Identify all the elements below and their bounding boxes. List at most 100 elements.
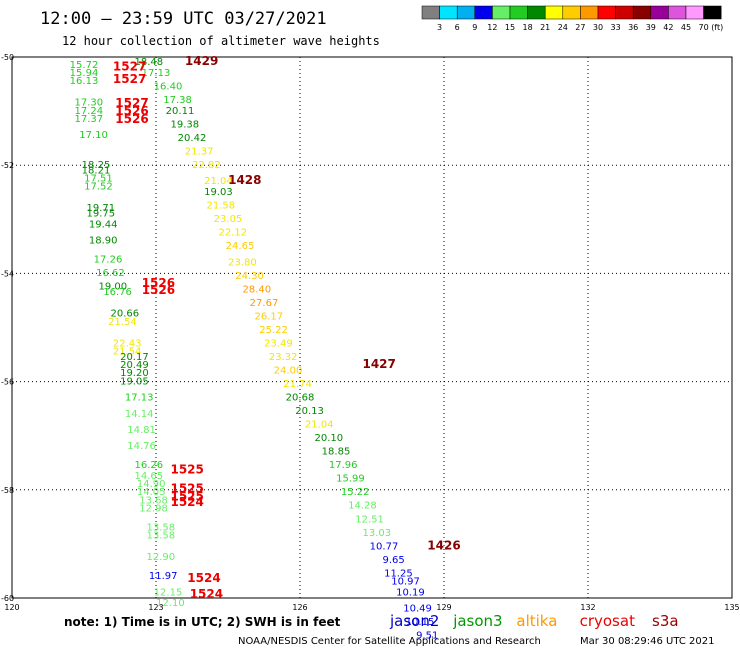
y-tick-label: -58 [1,486,14,495]
satellite-legend-jason3: jason3 [452,612,502,630]
footer-timestamp: Mar 30 08:29:46 UTC 2021 [580,636,715,647]
swh-value-cryosat: 17.26 [94,255,123,266]
legend-label: 33 [611,23,621,32]
legend-swatch [492,5,511,20]
pass-time-label: 1524 [170,495,203,509]
swh-value-jason3: 12.51 [355,514,384,525]
swh-value-s3a: 22.12 [218,228,247,239]
swh-value-cryosat: 17.52 [84,182,113,193]
footer-note: note: 1) Time is in UTC; 2) SWH is in fe… [64,615,341,629]
swh-value-s3a: 19.38 [170,119,199,130]
swh-value-s3a: 20.11 [166,106,195,117]
x-tick-label: 132 [580,603,595,612]
legend-swatch [527,5,546,20]
legend-label: 30 [593,23,603,32]
legend-swatch [703,5,722,20]
swh-value-cryosat: 16.76 [103,287,132,298]
swh-value-s3a: 23.80 [228,257,257,268]
swh-value-cryosat: 14.90 [137,479,166,490]
swh-value-s3a: 18.48 [134,57,163,68]
y-tick-label: -52 [1,161,14,170]
pass-time-label: 1525 [170,482,203,496]
chart-title: 12:00 — 23:59 UTC 03/27/2021 [40,9,327,29]
chart-subtitle: 12 hour collection of altimeter wave hei… [62,34,380,48]
legend-label: 12 [487,23,497,32]
swh-value-jason3: 20.13 [295,406,324,417]
swh-value-jason3: 13.03 [362,528,391,539]
legend-swatch [615,5,634,20]
pass-time-label: 1524 [187,571,220,585]
swh-value-cryosat: 16.26 [134,460,163,471]
legend-label: 6 [455,23,460,32]
swh-value-s3a: 23.32 [269,352,298,363]
legend-swatch [668,5,687,20]
swh-value-jason2: 10.15 [406,617,435,628]
swh-value-cryosat: 17.37 [74,114,103,125]
swh-value-cryosat: 21.54 [113,347,142,358]
swh-value-cryosat: 17.13 [125,393,154,404]
swh-value-cryosat: 13.68 [139,495,168,506]
swh-value-jason3: 20.68 [286,393,315,404]
legend-unit: (ft) [711,23,723,32]
swh-value-s3a: 21.58 [206,200,235,211]
y-tick-label: -56 [1,378,14,387]
legend-swatch [421,5,440,20]
swh-value-s3a: 25.22 [259,325,288,336]
pass-time-label: 1526 [142,276,175,290]
swh-value-cryosat: 12.90 [146,552,175,563]
swh-value-cryosat: 19.44 [89,219,118,230]
x-tick-label: 135 [724,603,739,612]
swh-value-jason3: 20.10 [314,433,343,444]
swh-value-cryosat: 17.10 [79,130,108,141]
legend-swatch [632,5,652,20]
legend-swatch [685,5,704,20]
swh-value-cryosat: 11.97 [149,571,178,582]
swh-value-s3a: 26.17 [254,311,283,322]
y-tick-label: -60 [1,594,14,603]
legend-label: 27 [575,23,585,32]
legend-label: 15 [505,23,515,32]
swh-value-jason3: 18.85 [322,447,351,458]
legend-swatch [580,5,599,20]
swh-value-jason2: 10.49 [403,604,432,615]
swh-value-cryosat: 12.10 [156,598,185,609]
swh-value-jason3: 17.96 [329,460,358,471]
swh-value-s3a: 21.04 [204,176,233,187]
pass-time-label: 1428 [228,173,261,187]
satellite-legend-s3a: s3a [652,612,679,630]
swh-value-jason3: 21.04 [305,420,334,431]
legend-swatch [597,5,616,20]
swh-value-cryosat: 20.17 [120,352,149,363]
swh-value-s3a: 24.30 [235,271,264,282]
swh-value-s3a: 22.82 [192,160,221,171]
legend-swatch [509,5,528,20]
pass-time-label: 1526 [142,283,175,297]
pass-time-label: 1527 [113,60,146,74]
legend-label: 24 [558,23,568,32]
color-legend: 3 6 9 12 15 18 21 24 27 30 33 36 39 42 45 70 (ft) [421,5,723,32]
swh-value-cryosat: 14.14 [125,409,154,420]
swh-value-jason2: 9.51 [416,631,438,642]
swh-value-cryosat: 17.51 [84,173,113,184]
swh-value-jason3: 14.28 [348,501,377,512]
y-tick-label: -50 [1,53,14,62]
pass-time-label: 1526 [115,112,148,126]
swh-value-cryosat: 12.15 [154,587,183,598]
swh-value-cryosat: 13.58 [146,522,175,533]
swh-value-s3a: 19.03 [204,187,233,198]
legend-swatch [439,5,458,20]
swh-value-s3a: 21.37 [185,146,214,157]
legend-label: 39 [646,23,656,32]
pass-time-label: 1426 [427,538,460,552]
swh-value-cryosat: 17.30 [74,98,103,109]
pass-time-label: 1526 [115,104,148,118]
x-tick-label: 120 [4,603,19,612]
legend-label: 45 [681,23,691,32]
satellite-legend: jason2 jason3 altika cryosat s3a [389,612,679,630]
swh-value-s3a: 16.40 [154,81,183,92]
swh-value-s3a: 20.42 [178,133,207,144]
swh-value-jason2: 10.77 [370,541,399,552]
swh-value-s3a: 17.13 [142,68,171,79]
swh-value-cryosat: 21.54 [108,317,137,328]
swh-value-cryosat: 14.05 [137,487,166,498]
